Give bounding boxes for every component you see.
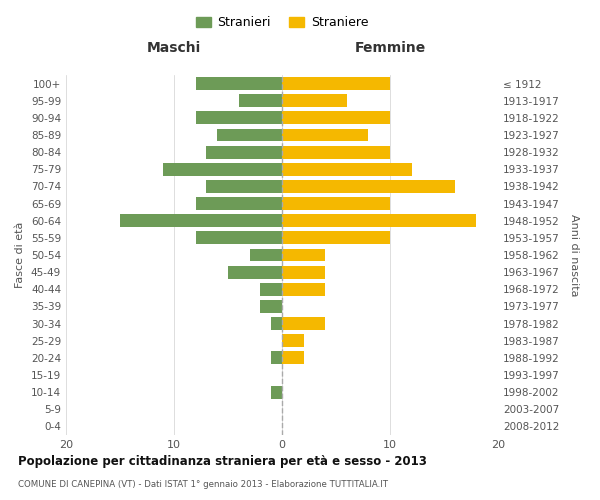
Bar xyxy=(282,94,347,107)
Bar xyxy=(196,77,282,90)
Bar xyxy=(282,283,325,296)
Bar xyxy=(282,232,390,244)
Bar xyxy=(282,214,476,227)
Legend: Stranieri, Straniere: Stranieri, Straniere xyxy=(191,11,373,34)
Bar xyxy=(239,94,282,107)
Bar xyxy=(271,317,282,330)
Bar xyxy=(282,146,390,158)
Y-axis label: Anni di nascita: Anni di nascita xyxy=(569,214,579,296)
Bar xyxy=(228,266,282,278)
Bar xyxy=(250,248,282,262)
Bar xyxy=(282,180,455,193)
Bar xyxy=(282,334,304,347)
Bar xyxy=(282,317,325,330)
Bar xyxy=(282,112,390,124)
Bar xyxy=(282,77,390,90)
Bar xyxy=(206,180,282,193)
Y-axis label: Fasce di età: Fasce di età xyxy=(16,222,25,288)
Bar xyxy=(282,163,412,175)
Bar xyxy=(282,197,390,210)
Text: Popolazione per cittadinanza straniera per età e sesso - 2013: Popolazione per cittadinanza straniera p… xyxy=(18,455,427,468)
Bar xyxy=(260,300,282,313)
Bar xyxy=(217,128,282,141)
Bar xyxy=(206,146,282,158)
Text: Femmine: Femmine xyxy=(355,41,425,55)
Text: COMUNE DI CANEPINA (VT) - Dati ISTAT 1° gennaio 2013 - Elaborazione TUTTITALIA.I: COMUNE DI CANEPINA (VT) - Dati ISTAT 1° … xyxy=(18,480,388,489)
Bar xyxy=(260,283,282,296)
Bar xyxy=(282,352,304,364)
Bar xyxy=(196,112,282,124)
Bar xyxy=(271,352,282,364)
Bar xyxy=(196,232,282,244)
Bar xyxy=(282,128,368,141)
Text: Maschi: Maschi xyxy=(147,41,201,55)
Bar xyxy=(282,248,325,262)
Bar xyxy=(163,163,282,175)
Bar xyxy=(120,214,282,227)
Bar xyxy=(282,266,325,278)
Bar xyxy=(196,197,282,210)
Bar xyxy=(271,386,282,398)
